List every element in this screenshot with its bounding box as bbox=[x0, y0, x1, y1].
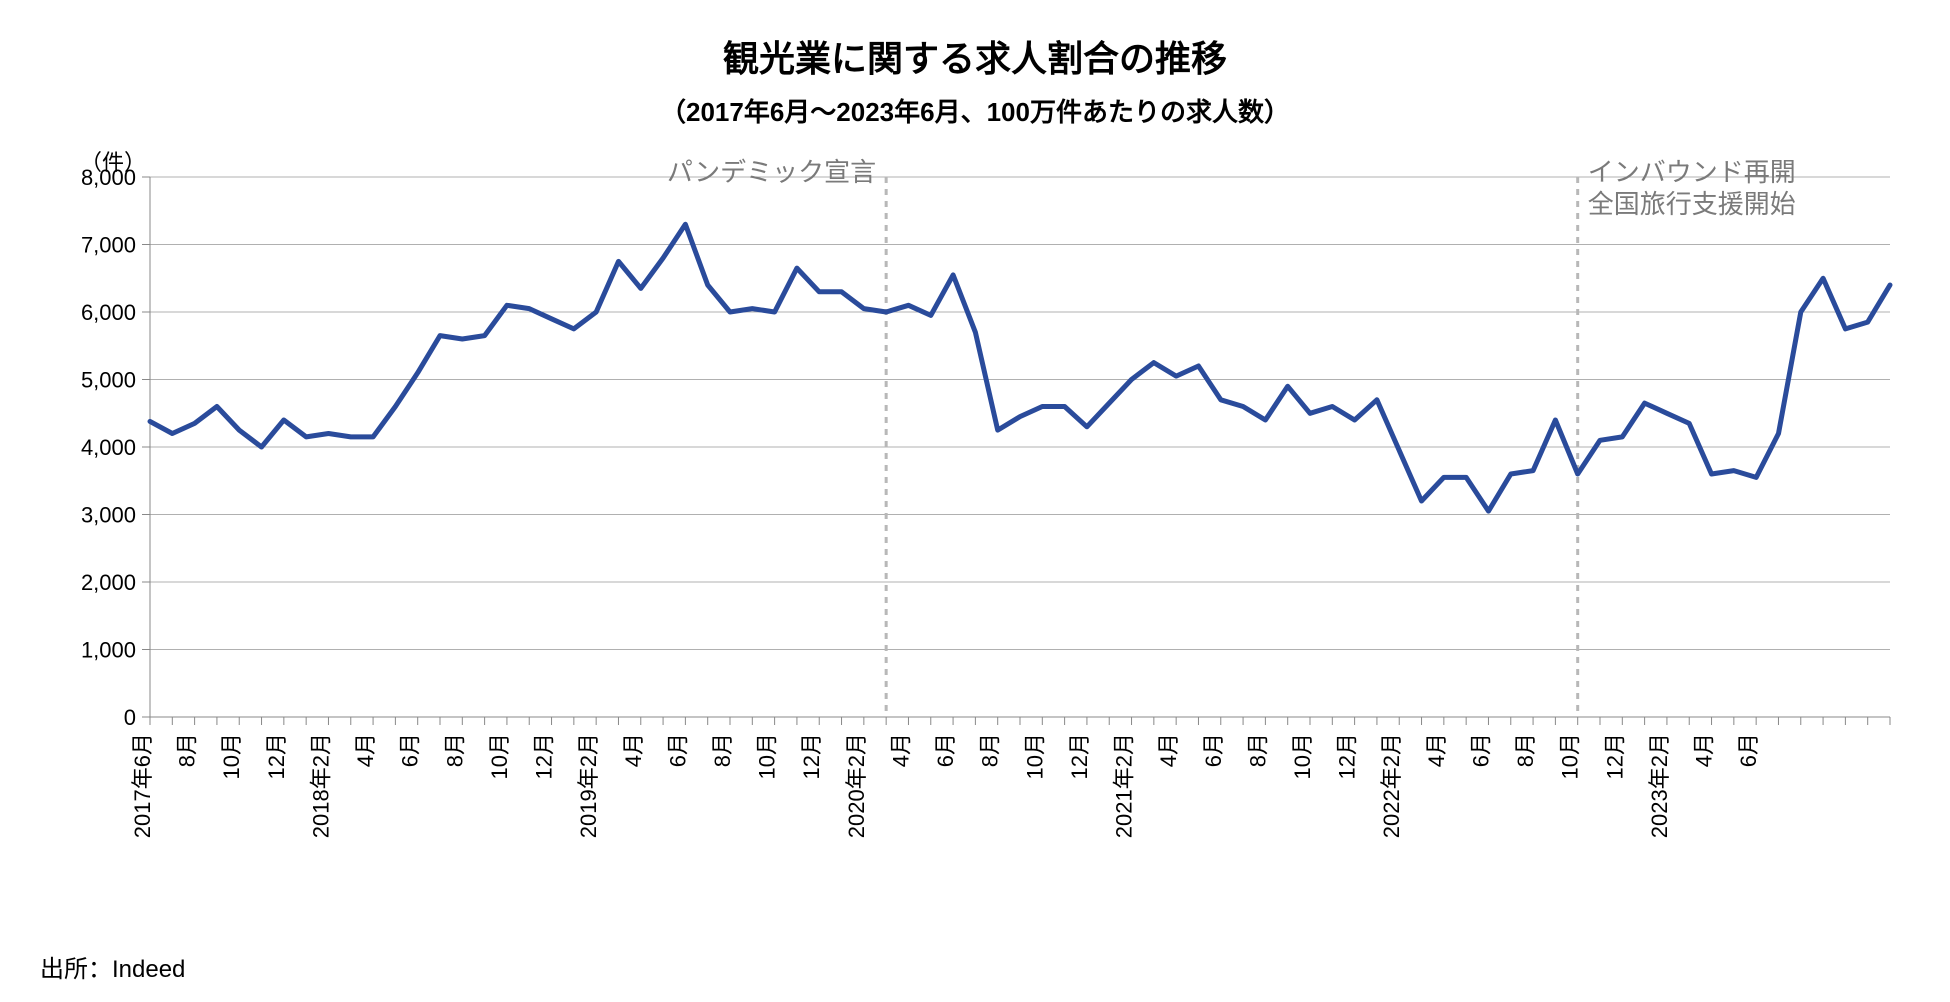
x-tick-label: 4月 bbox=[1692, 733, 1717, 767]
x-tick-label: 12月 bbox=[1335, 733, 1360, 779]
x-tick-label: 4月 bbox=[1156, 733, 1181, 767]
event-label: インバウンド再開 bbox=[1588, 157, 1796, 187]
x-tick-label: 4月 bbox=[353, 733, 378, 767]
x-tick-label: 4月 bbox=[621, 733, 646, 767]
x-tick-label: 8月 bbox=[978, 733, 1003, 767]
y-tick-label: 6,000 bbox=[81, 300, 136, 325]
x-tick-label: 10月 bbox=[1558, 733, 1583, 779]
x-tick-label: 6月 bbox=[1201, 733, 1226, 767]
x-tick-label: 8月 bbox=[442, 733, 467, 767]
x-tick-label: 6月 bbox=[665, 733, 690, 767]
chart-container: 観光業に関する求人割合の推移 （2017年6月～2023年6月、100万件あたり… bbox=[0, 0, 1950, 1002]
x-tick-label: 8月 bbox=[1513, 733, 1538, 767]
x-tick-label: 10月 bbox=[487, 733, 512, 779]
x-tick-label: 2023年2月 bbox=[1647, 733, 1672, 838]
x-tick-label: 10月 bbox=[755, 733, 780, 779]
chart-title: 観光業に関する求人割合の推移 bbox=[40, 30, 1910, 82]
x-tick-label: 10月 bbox=[219, 733, 244, 779]
x-tick-label: 8月 bbox=[1245, 733, 1270, 767]
y-tick-label: 7,000 bbox=[81, 233, 136, 258]
y-axis-unit-label: （件） bbox=[80, 145, 146, 177]
y-tick-label: 4,000 bbox=[81, 435, 136, 460]
chart-subtitle: （2017年6月～2023年6月、100万件あたりの求人数） bbox=[40, 92, 1910, 129]
x-tick-label: 2018年2月 bbox=[308, 733, 333, 838]
x-tick-label: 12月 bbox=[532, 733, 557, 779]
x-tick-label: 6月 bbox=[1468, 733, 1493, 767]
x-tick-label: 10月 bbox=[1290, 733, 1315, 779]
x-tick-label: 10月 bbox=[1022, 733, 1047, 779]
event-label: 全国旅行支援開始 bbox=[1588, 189, 1796, 219]
y-tick-label: 1,000 bbox=[81, 638, 136, 663]
x-tick-label: 6月 bbox=[1736, 733, 1761, 767]
x-tick-label: 8月 bbox=[175, 733, 200, 767]
x-tick-label: 2022年2月 bbox=[1379, 733, 1404, 838]
x-tick-label: 12月 bbox=[264, 733, 289, 779]
x-tick-label: 12月 bbox=[799, 733, 824, 779]
x-tick-label: 6月 bbox=[398, 733, 423, 767]
x-tick-label: 4月 bbox=[1424, 733, 1449, 767]
x-tick-label: 2017年6月 bbox=[130, 733, 155, 838]
y-tick-label: 0 bbox=[124, 705, 136, 730]
x-tick-label: 4月 bbox=[888, 733, 913, 767]
x-tick-label: 12月 bbox=[1602, 733, 1627, 779]
line-chart: 01,0002,0003,0004,0005,0006,0007,0008,00… bbox=[40, 137, 1910, 897]
x-tick-label: 2019年2月 bbox=[576, 733, 601, 838]
x-tick-label: 8月 bbox=[710, 733, 735, 767]
y-tick-label: 2,000 bbox=[81, 570, 136, 595]
y-tick-label: 3,000 bbox=[81, 503, 136, 528]
x-tick-label: 6月 bbox=[933, 733, 958, 767]
event-label: パンデミック宣言 bbox=[667, 157, 876, 187]
x-tick-label: 12月 bbox=[1067, 733, 1092, 779]
x-tick-label: 2020年2月 bbox=[844, 733, 869, 838]
source-label: 出所：Indeed bbox=[40, 949, 185, 984]
y-tick-label: 5,000 bbox=[81, 368, 136, 393]
x-tick-label: 2021年2月 bbox=[1112, 733, 1137, 838]
series-line bbox=[150, 224, 1890, 511]
